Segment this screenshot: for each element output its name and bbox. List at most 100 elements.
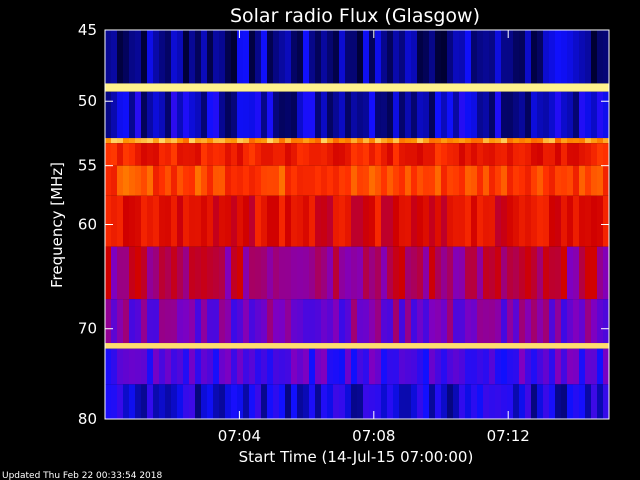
spectrogram-cell [213, 30, 219, 84]
spectrogram-cell [159, 138, 165, 144]
spectrogram-cell [591, 165, 597, 196]
spectrogram-cell [441, 299, 447, 344]
spectrogram-cell [429, 83, 435, 92]
spectrogram-cell [297, 30, 303, 84]
spectrogram-cell [447, 83, 453, 92]
spectrogram-cell [435, 384, 441, 419]
spectrogram-cell [555, 348, 561, 385]
spectrogram-cell [543, 83, 549, 92]
spectrogram-cell [351, 246, 357, 300]
spectrogram-cell [279, 299, 285, 344]
spectrogram-cell [291, 246, 297, 300]
spectrogram-cell [453, 195, 459, 247]
spectrogram-cell [267, 83, 273, 92]
spectrogram-cell [579, 83, 585, 92]
spectrogram-cell [603, 91, 609, 139]
spectrogram-cell [201, 138, 207, 144]
spectrogram-cell [123, 348, 129, 385]
spectrogram-cell [441, 195, 447, 247]
spectrogram-cell [231, 91, 237, 139]
spectrogram-cell [465, 348, 471, 385]
spectrogram-cell [531, 195, 537, 247]
spectrogram-cell [279, 348, 285, 385]
y-axis-label: Frequency [MHz] [48, 162, 66, 288]
spectrogram-cell [411, 83, 417, 92]
spectrogram-cell [531, 165, 537, 196]
spectrogram-cell [543, 299, 549, 344]
spectrogram-cell [405, 165, 411, 196]
spectrogram-cell [261, 195, 267, 247]
spectrogram-cell [339, 83, 345, 92]
spectrogram-cell [459, 348, 465, 385]
spectrogram-cell [231, 348, 237, 385]
spectrogram-cell [177, 83, 183, 92]
spectrogram-cell [327, 299, 333, 344]
spectrogram-cell [459, 165, 465, 196]
spectrogram-cell [573, 83, 579, 92]
spectrogram-cell [225, 138, 231, 144]
spectrogram-cell [525, 138, 531, 144]
intensity-band [105, 143, 609, 166]
spectrogram-cell [537, 299, 543, 344]
spectrogram-cell [489, 348, 495, 385]
spectrogram-cell [231, 83, 237, 92]
spectrogram-cell [345, 343, 351, 349]
spectrogram-cell [267, 384, 273, 419]
spectrogram-cell [525, 195, 531, 247]
spectrogram-cell [537, 343, 543, 349]
spectrogram-cell [585, 165, 591, 196]
spectrogram-cell [207, 143, 213, 166]
spectrogram-cell [219, 299, 225, 344]
spectrogram-cell [549, 299, 555, 344]
spectrogram-cell [495, 299, 501, 344]
spectrogram-cell [531, 138, 537, 144]
spectrogram-cell [405, 91, 411, 139]
spectrogram-cell [159, 343, 165, 349]
spectrogram-cell [297, 299, 303, 344]
spectrogram-cell [585, 143, 591, 166]
spectrogram-cell [267, 30, 273, 84]
spectrogram-cell [213, 384, 219, 419]
spectrogram-cell [519, 138, 525, 144]
spectrogram-cell [285, 83, 291, 92]
spectrogram-cell [273, 83, 279, 92]
spectrogram-cell [297, 138, 303, 144]
spectrogram-cell [537, 246, 543, 300]
spectrogram-cell [579, 246, 585, 300]
spectrogram-cell [543, 138, 549, 144]
spectrogram-cell [555, 143, 561, 166]
spectrogram-cell [459, 384, 465, 419]
spectrogram-cell [417, 138, 423, 144]
spectrogram-cell [135, 384, 141, 419]
spectrogram-cell [585, 343, 591, 349]
spectrogram-cell [417, 384, 423, 419]
spectrogram-cell [465, 30, 471, 84]
spectrogram-cell [327, 343, 333, 349]
spectrogram-cell [171, 143, 177, 166]
spectrogram-cell [339, 195, 345, 247]
spectrogram-cell [435, 91, 441, 139]
spectrogram-cell [105, 195, 111, 247]
spectrogram-cell [567, 165, 573, 196]
spectrogram-cell [429, 30, 435, 84]
spectrogram-cell [465, 138, 471, 144]
spectrogram-cell [375, 195, 381, 247]
spectrogram-cell [435, 246, 441, 300]
spectrogram-cell [321, 30, 327, 84]
spectrogram-cell [267, 143, 273, 166]
spectrogram-cell [441, 165, 447, 196]
spectrogram-cell [327, 83, 333, 92]
spectrogram-cell [345, 91, 351, 139]
y-tick-label: 80 [78, 410, 97, 428]
spectrogram-cell [483, 91, 489, 139]
spectrogram-cell [231, 299, 237, 344]
spectrogram-cell [219, 165, 225, 196]
spectrogram-cell [261, 138, 267, 144]
spectrogram-cell [273, 165, 279, 196]
spectrogram-cell [195, 165, 201, 196]
spectrogram-cell [285, 384, 291, 419]
spectrogram-cell [351, 299, 357, 344]
spectrogram-cell [243, 195, 249, 247]
spectrogram-cell [423, 195, 429, 247]
